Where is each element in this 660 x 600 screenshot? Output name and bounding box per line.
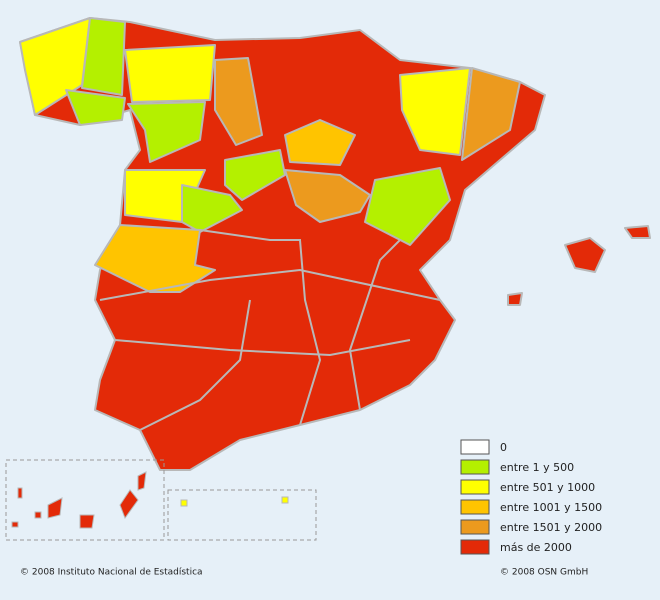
island — [11, 521, 19, 528]
legend-label: 0 — [500, 441, 507, 454]
province — [181, 184, 243, 233]
border — [348, 239, 401, 411]
island — [17, 487, 23, 499]
canary-islands — [11, 471, 147, 529]
legend-swatch — [460, 539, 490, 555]
legend-swatch — [460, 519, 490, 535]
province — [364, 167, 451, 246]
provinces — [19, 17, 651, 471]
island — [47, 497, 63, 519]
island — [507, 292, 523, 306]
canary-box — [5, 459, 165, 541]
province — [461, 67, 521, 161]
province — [284, 119, 356, 166]
province — [127, 101, 206, 163]
legend-label: entre 501 y 1000 — [500, 481, 595, 494]
legend-label: entre 1501 y 2000 — [500, 521, 602, 534]
legend-swatch — [460, 479, 490, 495]
province — [399, 67, 471, 156]
melilla — [281, 496, 289, 504]
border — [99, 268, 441, 301]
province — [81, 17, 126, 96]
border — [114, 339, 411, 357]
copyright-right: © 2008 OSN GmbH — [500, 568, 588, 578]
legend-label: más de 2000 — [500, 541, 572, 554]
island — [119, 489, 139, 520]
province — [284, 169, 371, 223]
legend: 0 entre 1 y 500 entre 501 y 1000 entre 1001… — [460, 439, 602, 555]
border — [139, 299, 251, 431]
legend-swatch — [460, 459, 490, 475]
legend-label: entre 1 y 500 — [500, 461, 574, 474]
legend-label: entre 1001 y 1500 — [500, 501, 602, 514]
province — [214, 57, 263, 146]
province — [124, 44, 216, 103]
province — [224, 149, 286, 201]
legend-swatch — [460, 499, 490, 515]
island — [564, 237, 606, 273]
copyright-left: © 2008 Instituto Nacional de Estadística — [20, 568, 203, 578]
island — [79, 514, 95, 529]
ceuta — [180, 499, 188, 507]
island — [34, 511, 42, 519]
ceuta-melilla-box — [167, 489, 317, 541]
province — [65, 89, 126, 126]
island — [624, 225, 651, 239]
legend-swatch — [460, 439, 490, 455]
island — [137, 471, 147, 491]
province — [94, 224, 216, 293]
